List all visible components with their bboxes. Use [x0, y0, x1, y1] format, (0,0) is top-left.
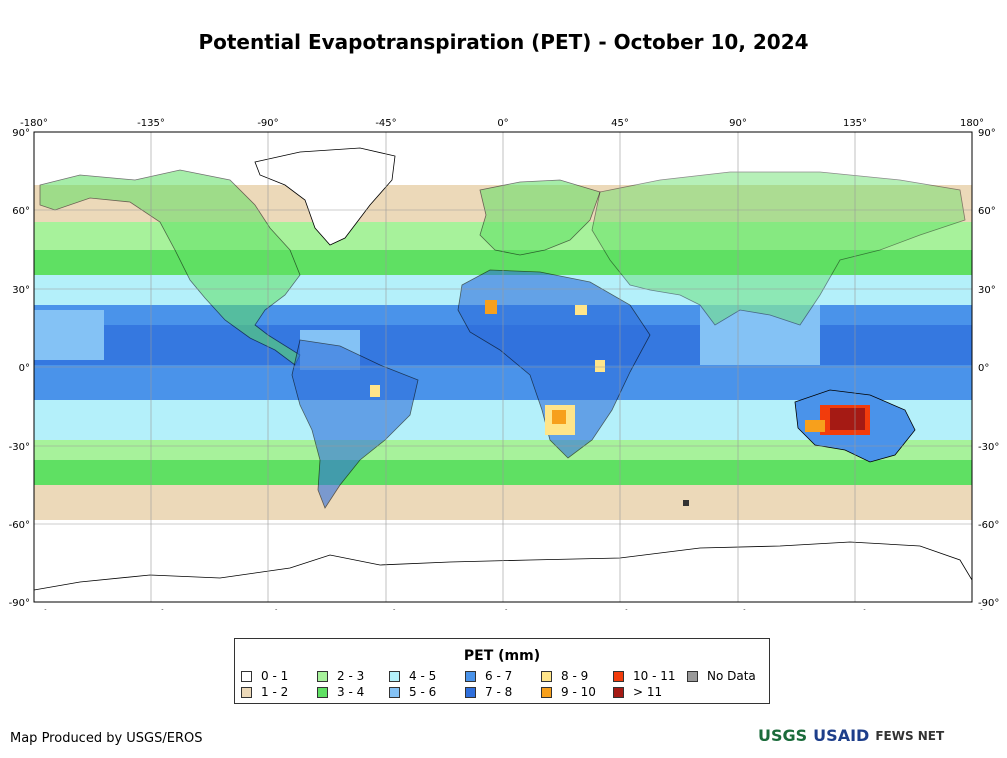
lon-tick-bottom: -135° — [137, 609, 165, 610]
legend-label: 4 - 5 — [409, 669, 437, 683]
lat-tick-left: -30° — [9, 442, 30, 453]
legend-item: No Data — [687, 669, 756, 683]
map-title: Potential Evapotranspiration (PET) - Oct… — [198, 30, 809, 54]
legend-item: 0 - 1 — [241, 669, 288, 683]
legend-label: 3 - 4 — [337, 685, 365, 699]
legend-label: No Data — [707, 669, 756, 683]
lon-tick-top: 90° — [729, 118, 747, 129]
map-frame — [33, 131, 973, 603]
legend-item: > 11 — [613, 685, 662, 699]
africa — [457, 269, 651, 459]
usgs-logo: USGS — [758, 726, 808, 745]
pet-map: -180° -135° -90° -45° 0° 45° 90° 135° 18… — [9, 118, 1000, 610]
legend-swatch — [317, 686, 328, 698]
graticule — [34, 132, 972, 602]
legend-label: 1 - 2 — [261, 685, 289, 699]
lon-tick-bottom: -90° — [257, 609, 278, 610]
lat-tick-left: 60° — [12, 206, 30, 217]
lon-tick-top: 135° — [843, 118, 867, 129]
lon-tick-bottom: -45° — [375, 609, 396, 610]
legend-item: 6 - 7 — [465, 669, 512, 683]
legend-item: 3 - 4 — [317, 685, 364, 699]
legend-label: 6 - 7 — [485, 669, 513, 683]
legend-swatch — [541, 686, 552, 698]
lon-tick-bottom: 0° — [497, 609, 508, 610]
lon-tick-top: 0° — [497, 118, 508, 129]
lon-tick-bottom: 180° — [960, 609, 984, 610]
lat-tick-left: 0° — [19, 363, 30, 374]
lat-tick-right: -30° — [978, 442, 999, 453]
legend-swatch — [389, 686, 400, 698]
legend-label: 2 - 3 — [337, 669, 365, 683]
legend-swatch — [613, 670, 624, 682]
legend-swatch — [317, 670, 328, 682]
lat-tick-left: -60° — [9, 520, 30, 531]
usaid-logo: USAID — [813, 726, 870, 745]
legend-label: 8 - 9 — [561, 669, 589, 683]
legend-label: 5 - 6 — [409, 685, 437, 699]
legend-item: 9 - 10 — [541, 685, 596, 699]
legend-label: 10 - 11 — [633, 669, 676, 683]
legend-swatch — [389, 670, 400, 682]
lon-tick-top: -180° — [20, 118, 48, 129]
lat-tick-right: 30° — [978, 285, 996, 296]
legend-item: 10 - 11 — [613, 669, 676, 683]
fewsnet-logo: FEWS NET — [875, 728, 945, 743]
lat-tick-right: -60° — [978, 520, 999, 531]
lon-tick-bottom: 135° — [843, 609, 867, 610]
lat-tick-left: -90° — [9, 598, 30, 609]
lat-tick-left: 90° — [12, 128, 30, 139]
legend-item: 4 - 5 — [389, 669, 436, 683]
lat-tick-right: 0° — [978, 363, 989, 374]
legend-label: 9 - 10 — [561, 685, 596, 699]
lat-tick-right: 90° — [978, 128, 996, 139]
legend-swatch — [541, 670, 552, 682]
legend-item: 7 - 8 — [465, 685, 512, 699]
legend-item: 2 - 3 — [317, 669, 364, 683]
lat-tick-right: 60° — [978, 206, 996, 217]
greenland — [254, 147, 396, 246]
legend-swatch — [465, 670, 476, 682]
legend-item: 5 - 6 — [389, 685, 436, 699]
legend-swatch — [465, 686, 476, 698]
legend-item: 8 - 9 — [541, 669, 588, 683]
legend-label: > 11 — [633, 685, 663, 699]
legend-label: 0 - 1 — [261, 669, 289, 683]
lon-tick-bottom: 45° — [611, 609, 629, 610]
lon-tick-top: 180° — [960, 118, 984, 129]
legend-label: 7 - 8 — [485, 685, 513, 699]
lat-tick-left: 30° — [12, 285, 30, 296]
lon-tick-top: -90° — [257, 118, 278, 129]
hotspots — [370, 300, 870, 506]
lon-tick-bottom: -180° — [20, 609, 48, 610]
lon-tick-top: 45° — [611, 118, 629, 129]
legend-item: 1 - 2 — [241, 685, 288, 699]
legend: PET (mm) 0 - 1 1 - 2 2 - 3 3 - 4 4 - 5 5 - 6 6… — [234, 638, 770, 704]
legend-swatch — [687, 670, 698, 682]
lon-tick-bottom: 90° — [729, 609, 747, 610]
credit-text: Map Produced by USGS/EROS — [10, 731, 203, 746]
logos: USGS USAID FEWS NET — [758, 726, 944, 745]
south-america — [291, 339, 419, 509]
lon-tick-top: -135° — [137, 118, 165, 129]
europe — [479, 179, 601, 256]
legend-swatch — [613, 686, 624, 698]
lat-tick-right: -90° — [978, 598, 999, 609]
legend-title: PET (mm) — [463, 648, 541, 664]
legend-swatch — [241, 670, 252, 682]
lon-tick-top: -45° — [375, 118, 396, 129]
legend-swatch — [241, 686, 252, 698]
